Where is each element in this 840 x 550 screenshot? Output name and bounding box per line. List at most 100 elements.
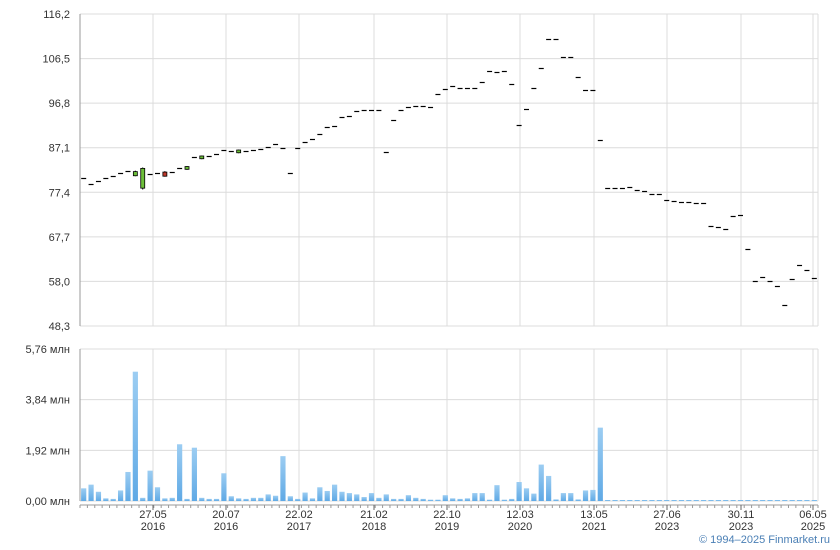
volume-bar xyxy=(501,499,507,501)
volume-bar xyxy=(324,490,330,501)
volume-bar xyxy=(664,500,670,501)
volume-bar xyxy=(450,498,456,501)
copyright-notice: © 1994–2025 Finmarket.ru xyxy=(698,534,830,546)
volume-bar xyxy=(464,498,471,501)
volume-bar xyxy=(398,498,404,501)
x-tick-year-label: 2017 xyxy=(287,521,311,533)
volume-bar xyxy=(796,500,803,501)
volume-bar xyxy=(619,500,626,501)
volume-bar xyxy=(361,497,367,501)
x-tick-date-label: 27.06 xyxy=(653,509,681,521)
volume-bar xyxy=(737,500,744,501)
x-tick-date-label: 22.02 xyxy=(285,509,313,521)
volume-bar xyxy=(442,495,448,501)
volume-bar xyxy=(228,496,234,501)
volume-bar xyxy=(457,498,463,501)
volume-bar xyxy=(774,500,781,501)
volume-bar xyxy=(420,498,426,501)
volume-bar xyxy=(236,498,242,501)
x-tick-date-label: 06.05 xyxy=(799,509,827,521)
candle-body xyxy=(184,166,190,170)
volume-bar xyxy=(701,500,707,501)
candle-body xyxy=(199,155,205,160)
volume-bar xyxy=(486,499,493,501)
volume-bar xyxy=(346,493,352,501)
volume-bar xyxy=(472,493,478,501)
volume-bar xyxy=(708,500,714,501)
volume-bar xyxy=(265,494,271,501)
x-tick-date-label: 12.03 xyxy=(506,509,534,521)
price-y-tick-label: 87,1 xyxy=(49,143,70,155)
volume-bar xyxy=(553,499,559,501)
volume-bar xyxy=(95,491,102,501)
volume-bar xyxy=(693,500,699,501)
volume-bar xyxy=(678,500,685,501)
volume-bar xyxy=(605,500,611,501)
volume-bar xyxy=(590,489,596,501)
volume-bar xyxy=(272,495,279,501)
volume-y-tick-label: 5,76 млн xyxy=(25,344,70,356)
volume-bar xyxy=(575,499,581,501)
volume-bar xyxy=(568,493,574,501)
volume-bar xyxy=(656,500,662,501)
price-y-tick-label: 116,2 xyxy=(43,9,70,21)
candle-body xyxy=(162,171,168,177)
volume-bar xyxy=(494,485,500,501)
volume-bar xyxy=(427,499,434,501)
volume-bar xyxy=(649,500,655,501)
x-tick-date-label: 21.02 xyxy=(360,509,388,521)
volume-bar xyxy=(435,499,441,501)
volume-bar xyxy=(125,471,131,501)
volume-bar xyxy=(280,456,286,501)
x-tick-year-label: 2016 xyxy=(214,521,238,533)
candle-body xyxy=(132,171,138,177)
volume-bar xyxy=(103,498,109,501)
volume-bar xyxy=(221,473,227,501)
volume-y-tick-label: 0,00 млн xyxy=(25,496,70,508)
volume-bar xyxy=(516,482,522,501)
volume-bar xyxy=(368,493,375,501)
volume-bar xyxy=(317,487,323,501)
volume-bar xyxy=(376,497,382,501)
volume-bar xyxy=(309,498,316,501)
volume-bar xyxy=(332,484,338,501)
x-tick-year-label: 2018 xyxy=(362,521,386,533)
x-tick-date-label: 20.07 xyxy=(212,509,240,521)
candle-body xyxy=(236,149,242,154)
volume-bar xyxy=(81,488,87,501)
volume-bar xyxy=(354,494,360,501)
volume-y-tick-label: 1,92 млн xyxy=(25,445,70,457)
volume-bar xyxy=(634,500,640,501)
volume-bar xyxy=(597,427,603,501)
volume-bar xyxy=(671,500,677,501)
price-y-tick-label: 106,5 xyxy=(42,54,70,66)
volume-y-tick-label: 3,84 млн xyxy=(25,395,70,407)
volume-bar xyxy=(258,497,264,501)
price-y-tick-label: 77,4 xyxy=(49,187,70,199)
x-tick-year-label: 2021 xyxy=(582,521,606,533)
volume-bar xyxy=(169,497,175,501)
volume-bar xyxy=(184,498,190,501)
candle-body xyxy=(140,167,146,189)
volume-bar xyxy=(789,500,795,501)
volume-bar xyxy=(302,492,308,501)
price-y-tick-label: 48,3 xyxy=(49,321,70,333)
volume-bar xyxy=(612,500,618,501)
volume-bar xyxy=(723,500,729,501)
volume-bar xyxy=(582,490,589,501)
volume-bar xyxy=(804,500,810,501)
volume-bar xyxy=(760,500,766,501)
volume-bar xyxy=(782,500,788,501)
volume-bar xyxy=(140,497,146,501)
volume-bar xyxy=(339,491,345,501)
volume-bar xyxy=(287,496,293,501)
volume-bar xyxy=(154,487,161,501)
volume-bar xyxy=(132,371,138,501)
x-tick-date-label: 13.05 xyxy=(580,509,608,521)
x-tick-year-label: 2023 xyxy=(655,521,679,533)
x-tick-year-label: 2019 xyxy=(435,521,459,533)
volume-bar xyxy=(752,500,758,501)
volume-bar xyxy=(745,500,751,501)
volume-bar xyxy=(767,500,773,501)
